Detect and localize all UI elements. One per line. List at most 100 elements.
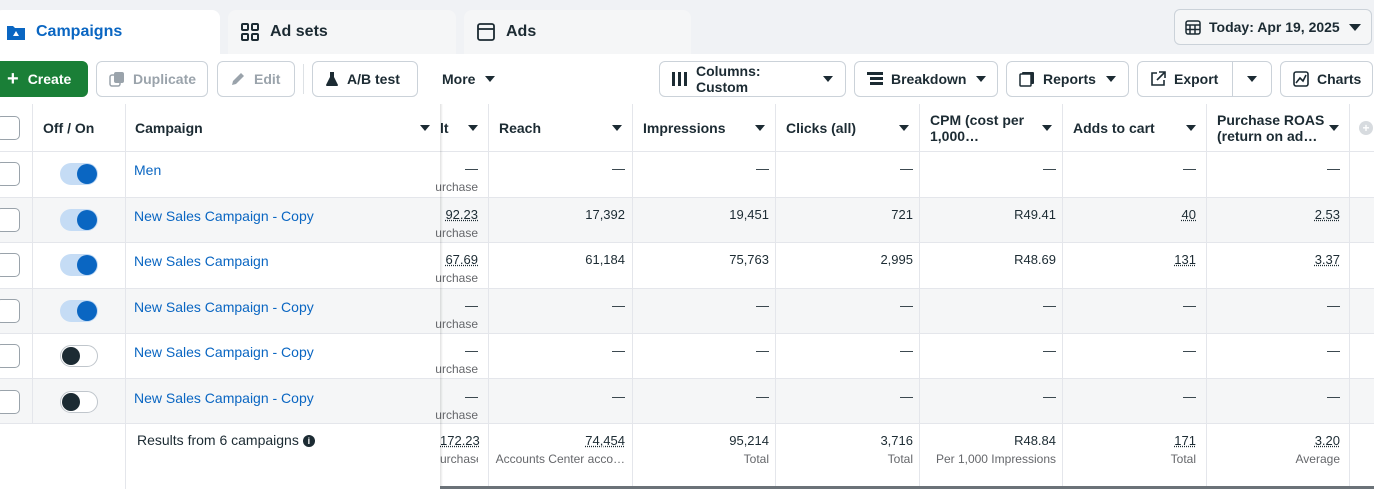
adds-cell: — [1183,389,1196,404]
info-icon[interactable]: i [302,435,315,447]
roas-cell: — [1327,343,1340,358]
header-campaign[interactable]: Campaign [135,104,440,151]
tab-campaigns-label: Campaigns [36,23,123,40]
impressions-cell: — [756,343,769,358]
campaign-name-link[interactable]: New Sales Campaign - Copy [134,299,314,315]
more-button[interactable]: More [442,61,496,97]
column-divider [775,104,776,489]
add-column-icon[interactable]: + [1359,121,1373,135]
date-range-picker[interactable]: Today: Apr 19, 2025 [1174,9,1372,45]
header-divider [0,151,1374,152]
breakdown-button[interactable]: Breakdown [854,61,998,97]
chevron-down-icon [1329,125,1339,131]
header-cpm-line2: 1,000… [930,127,980,144]
ab-test-button[interactable]: A/B test [312,61,418,97]
duplicate-button[interactable]: Duplicate [96,61,208,97]
clicks-cell: — [900,389,913,404]
roas-cell: — [1327,161,1340,176]
folder-icon [6,22,26,42]
export-dropdown-button[interactable] [1232,61,1272,97]
header-clicks[interactable]: Clicks (all) [786,104,919,151]
tab-ad-sets-label: Ad sets [270,23,328,40]
ab-test-label: A/B test [347,71,400,87]
campaigns-table: Off / On Campaign lt Reach Impressions C… [0,104,1374,489]
grid-icon [240,22,260,42]
chevron-down-icon [1042,125,1052,131]
row-checkbox[interactable] [0,344,20,368]
chevron-down-icon [468,125,478,131]
row-divider [0,378,1374,379]
row-divider [0,197,1374,198]
charts-label: Charts [1317,71,1362,87]
result-cell: — [465,389,478,404]
campaign-name-link[interactable]: New Sales Campaign - Copy [134,344,314,360]
reports-button[interactable]: Reports [1006,61,1129,97]
campaign-toggle[interactable] [60,300,98,322]
edit-button[interactable]: Edit [217,61,295,97]
totals-roas: 3.20 [1314,433,1340,448]
cpm-cell: — [1043,161,1056,176]
chevron-down-icon [823,76,833,82]
impressions-cell: 75,763 [729,252,769,267]
cpm-cell: — [1043,298,1056,313]
header-purchase-roas[interactable]: Purchase ROAS (return on ad… [1217,104,1349,151]
totals-adds-sub: Total [1170,452,1196,466]
totals-label: Results from 6 campaigns i [137,432,315,448]
tab-campaigns[interactable]: Campaigns [0,10,220,54]
chevron-down-icon [899,125,909,131]
row-checkbox[interactable] [0,162,20,186]
roas-cell: 3.37 [1314,252,1340,267]
header-roas-line1: Purchase ROAS [1217,111,1325,128]
charts-button[interactable]: Charts [1280,61,1373,97]
clicks-cell: — [900,343,913,358]
header-cpm[interactable]: CPM (cost per 1,000… [930,104,1062,151]
campaign-name-link[interactable]: New Sales Campaign - Copy [134,390,314,406]
tab-ads[interactable]: Ads [464,10,691,54]
select-all-checkbox[interactable] [0,116,20,140]
adds-cell: 40 [1181,207,1196,222]
header-results[interactable]: lt [440,104,488,151]
ad-icon [476,22,496,42]
result-cell: — [465,343,478,358]
toggle-knob [77,301,97,321]
header-adds-label: Adds to cart [1073,119,1155,136]
result-cell: 67.69 [445,252,478,267]
campaign-toggle[interactable] [60,391,98,413]
header-adds-to-cart[interactable]: Adds to cart [1073,104,1206,151]
duplicate-label: Duplicate [133,71,197,87]
row-checkbox[interactable] [0,299,20,323]
roas-cell: — [1327,389,1340,404]
horizontal-scrollbar[interactable] [440,486,1374,489]
campaign-toggle[interactable] [60,163,98,185]
row-checkbox[interactable] [0,208,20,232]
chevron-down-icon [1186,125,1196,131]
roas-cell: — [1327,298,1340,313]
pencil-icon [230,71,246,87]
campaign-toggle[interactable] [60,209,98,231]
header-impressions[interactable]: Impressions [643,104,775,151]
chevron-down-icon [755,125,765,131]
export-button[interactable]: Export [1137,61,1233,97]
row-checkbox[interactable] [0,253,20,277]
create-button[interactable]: + Create [0,61,88,97]
edit-label: Edit [254,71,281,87]
campaign-name-link[interactable]: New Sales Campaign [134,253,269,269]
clicks-cell: 721 [891,207,913,222]
header-off-on[interactable]: Off / On [43,104,125,151]
campaign-name-link[interactable]: New Sales Campaign - Copy [134,208,314,224]
campaign-name-link[interactable]: Men [134,162,162,178]
chevron-down-icon [1105,76,1116,82]
header-reach[interactable]: Reach [499,104,632,151]
toggle-knob [77,255,97,275]
campaign-toggle[interactable] [60,254,98,276]
result-sub-cell: urchase [435,362,478,376]
more-label: More [442,71,476,87]
chevron-down-icon [485,76,496,82]
row-checkbox[interactable] [0,390,20,414]
columns-button[interactable]: Columns: Custom [659,61,846,97]
header-impressions-label: Impressions [643,119,726,136]
campaign-toggle[interactable] [60,345,98,367]
header-reach-label: Reach [499,119,542,136]
adds-cell: 131 [1174,252,1196,267]
tab-ad-sets[interactable]: Ad sets [228,10,456,54]
